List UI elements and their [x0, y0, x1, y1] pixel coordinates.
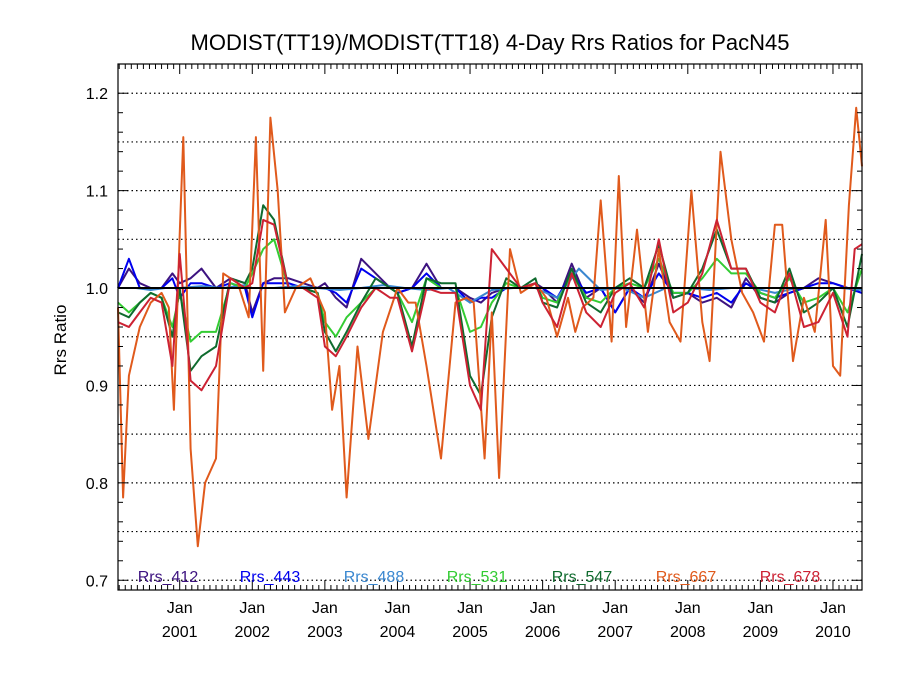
x-tick-label-year: 2008 [670, 624, 706, 641]
x-tick-label-month: Jan [167, 600, 193, 617]
x-tick-label-year: 2010 [815, 624, 851, 641]
x-tick-label-month: Jan [457, 600, 483, 617]
series-line-rrs-678 [117, 218, 863, 411]
x-tick-label-year: 2002 [234, 624, 270, 641]
y-tick-label: 0.9 [86, 378, 108, 395]
y-axis-label: Rrs Ratio [51, 305, 70, 376]
legend-entry-rrs-412: Rrs_412 [138, 569, 199, 586]
x-tick-label-year: 2004 [380, 624, 416, 641]
y-tick-label: 1.2 [86, 86, 108, 103]
x-tick-label-month: Jan [530, 600, 556, 617]
series-line-rrs-531 [117, 238, 863, 343]
legend-entry-rrs-443: Rrs_443 [240, 569, 301, 586]
series-lines [117, 106, 863, 548]
x-tick-label-month: Jan [675, 600, 701, 617]
legend-entry-rrs-667: Rrs_667 [656, 569, 717, 586]
x-tick-label-year: 2001 [162, 624, 198, 641]
legend: Rrs_412 Rrs_443 Rrs_488 Rrs_531 Rrs_547 Rrs_6… [138, 569, 821, 586]
legend-entry-rrs-678: Rrs_678 [760, 569, 821, 586]
legend-entry-rrs-488: Rrs_488 [344, 569, 405, 586]
legend-entry-rrs-547: Rrs_547 [552, 569, 613, 586]
series-line-rrs-667 [117, 106, 863, 548]
axes: 0.7 0.8 0.9 1.0 1.1 1.2 Jan 2001 Jan 2002 Jan 2003 J… [86, 63, 863, 641]
y-tick-label: 1.0 [86, 281, 108, 298]
x-tick-label-year: 2005 [452, 624, 488, 641]
x-tick-label-month: Jan [312, 600, 338, 617]
x-tick-label-month: Jan [602, 600, 628, 617]
x-tick-label-year: 2009 [743, 624, 779, 641]
x-tick-label-year: 2006 [525, 624, 561, 641]
x-tick-label-month: Jan [820, 600, 846, 617]
y-tick-label: 0.8 [86, 476, 108, 493]
y-tick-label: 0.7 [86, 573, 108, 590]
x-tick-label-month: Jan [385, 600, 411, 617]
legend-entry-rrs-531: Rrs_531 [447, 569, 508, 586]
y-tick-label: 1.1 [86, 184, 108, 201]
chart-title: MODIST(TT19)/MODIST(TT18) 4-Day Rrs Rati… [191, 30, 790, 55]
x-tick-label-month: Jan [747, 600, 773, 617]
x-tick-label-year: 2007 [597, 624, 633, 641]
x-tick-label-month: Jan [239, 600, 265, 617]
x-tick-label-year: 2003 [307, 624, 343, 641]
series-line-rrs-547 [117, 204, 863, 397]
